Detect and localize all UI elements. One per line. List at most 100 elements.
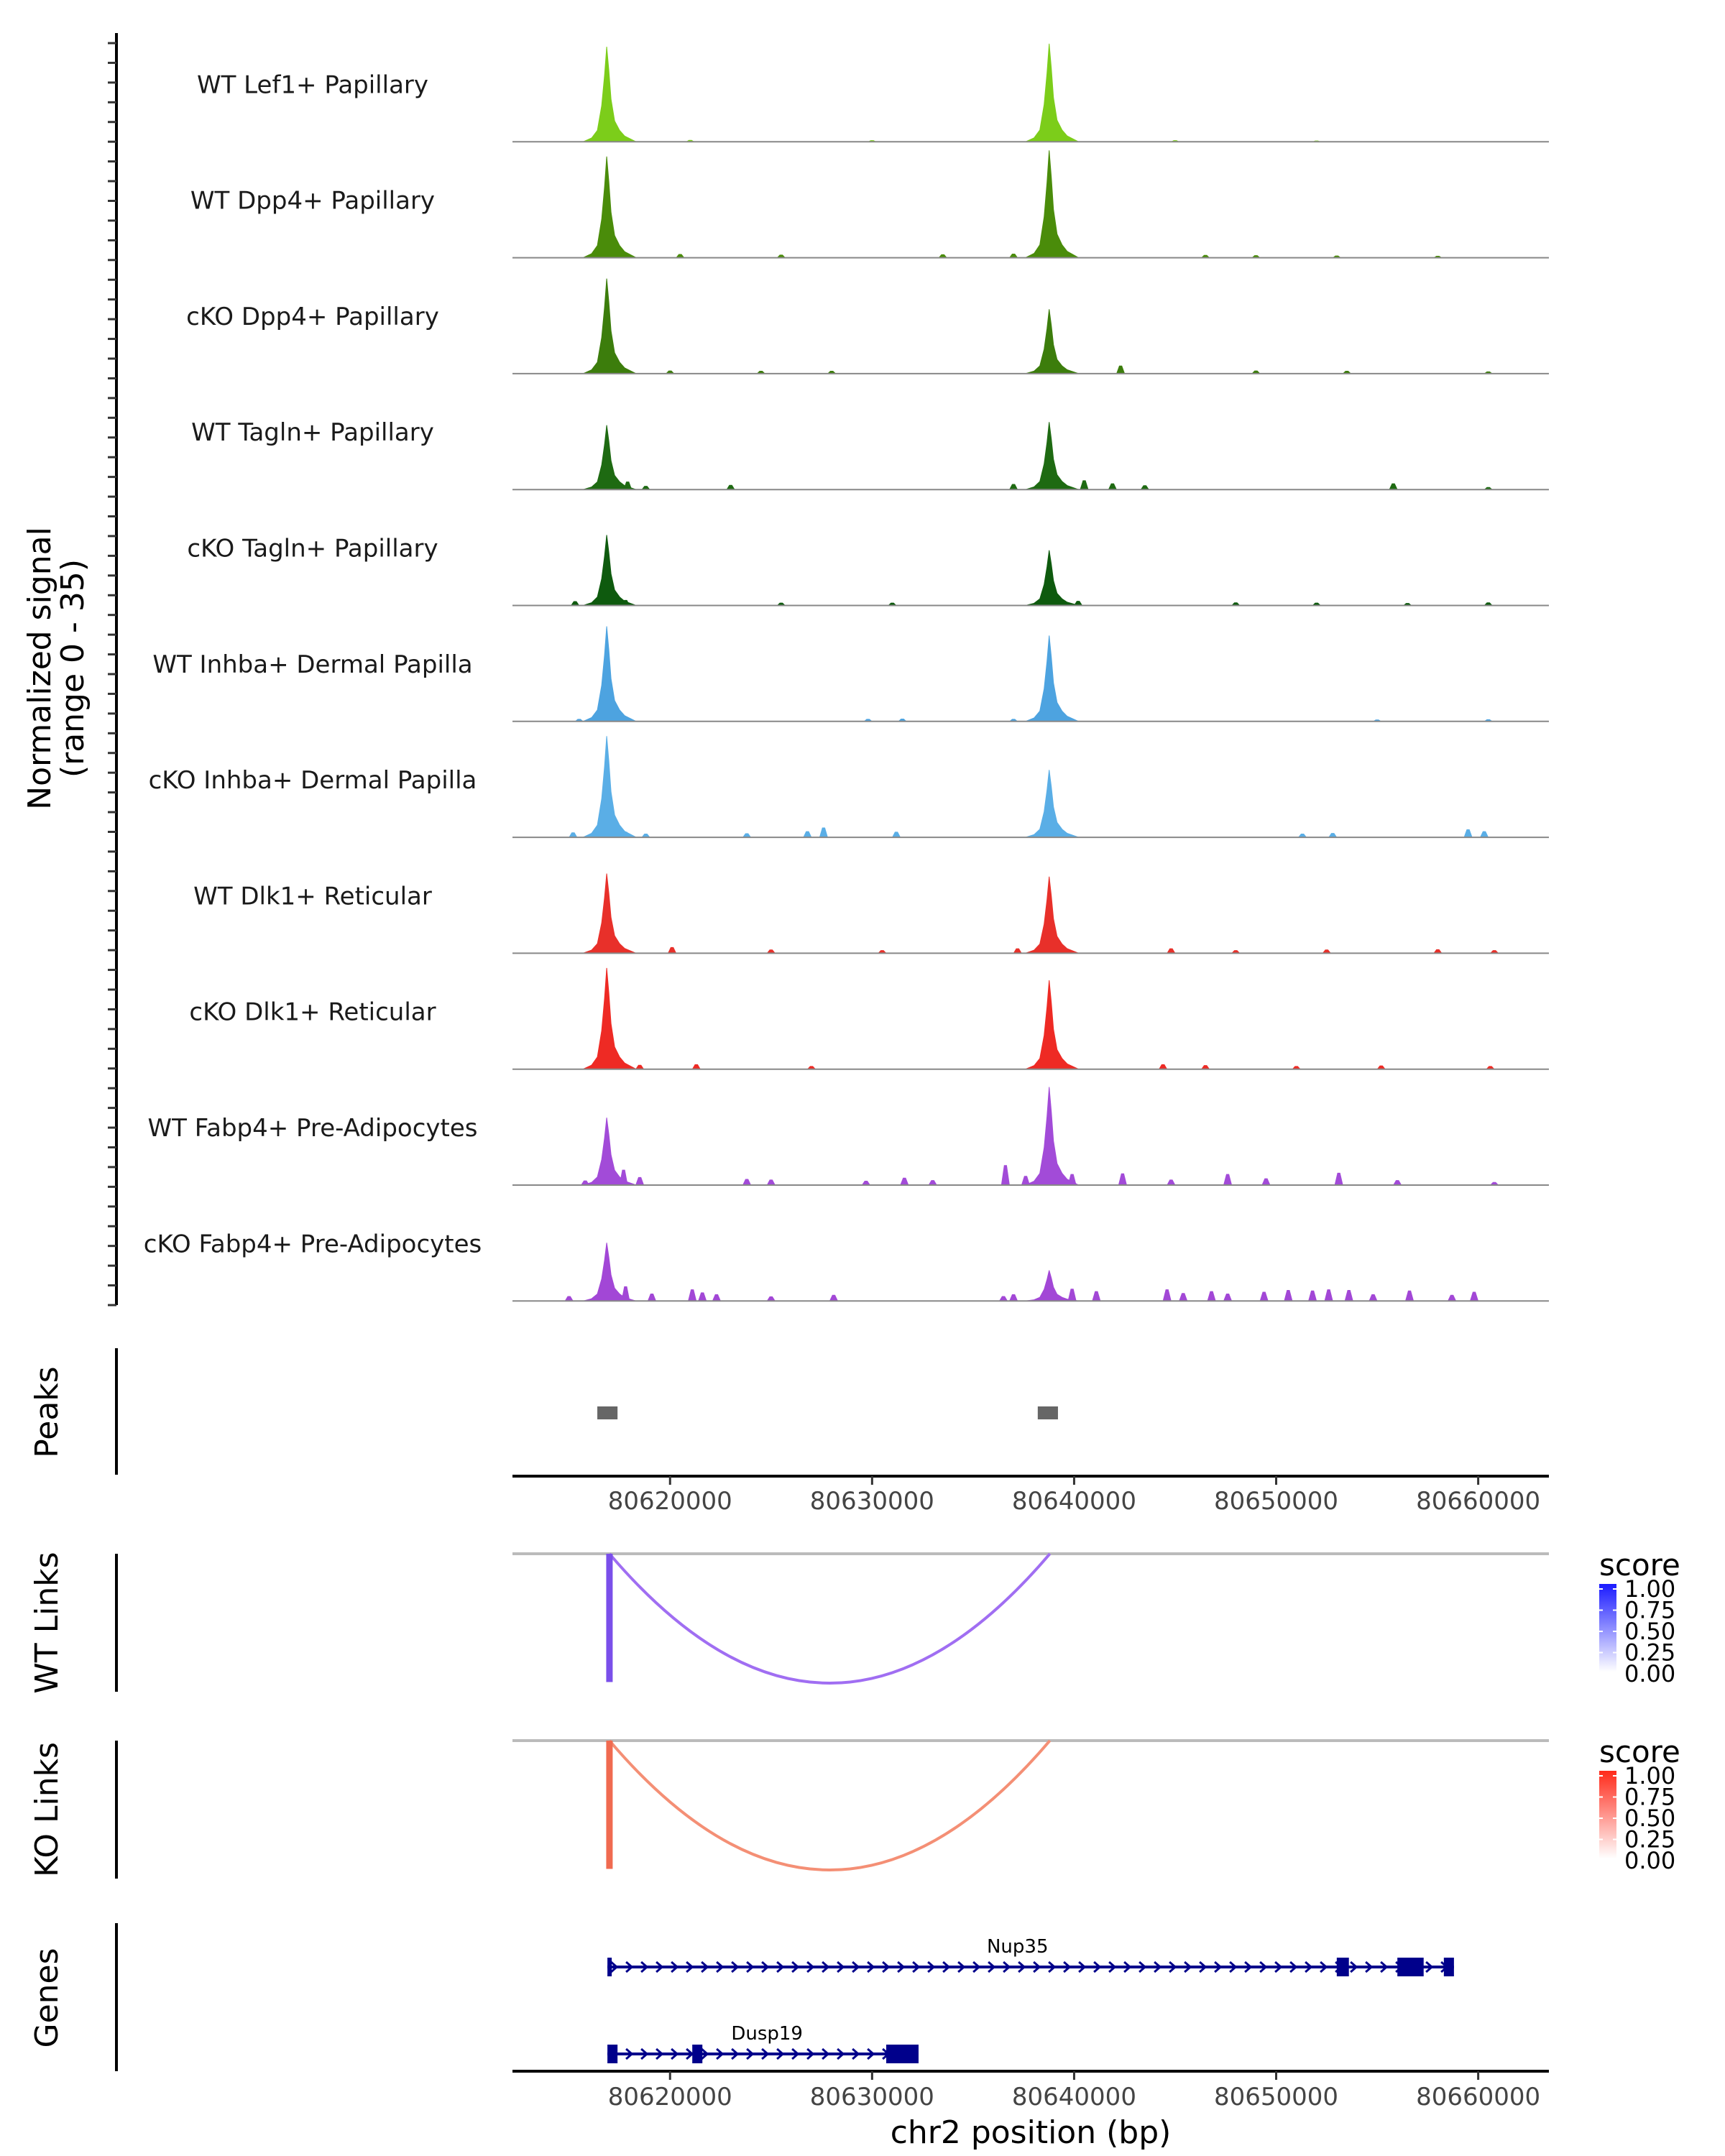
coverage-track: cKO Tagln+ Papillary [187, 535, 1549, 607]
signal-peak [1025, 422, 1079, 490]
legend-tick-label: 0.00 [1624, 1660, 1675, 1687]
signal-bump [688, 1289, 697, 1302]
link-arc [606, 1554, 613, 1682]
link-track-label: WT Links [29, 1552, 65, 1693]
signal-bump [1116, 365, 1126, 374]
gene-exon [692, 2045, 703, 2063]
strand-arrow [837, 1961, 845, 1973]
signal-bump [1201, 1065, 1210, 1069]
track-label: cKO Dlk1+ Reticular [189, 998, 436, 1027]
signal-peak [582, 278, 637, 374]
strand-arrow [1214, 1961, 1223, 1973]
signal-bump [742, 833, 752, 838]
strand-arrow [671, 2047, 679, 2060]
coverage-track: cKO Fabp4+ Pre-Adipocytes [144, 1230, 1549, 1302]
legend-tick-label: 0.75 [1624, 1597, 1675, 1624]
strand-arrow [1184, 1961, 1192, 1973]
signal-bump [571, 601, 580, 606]
signal-bump [999, 1296, 1008, 1302]
strand-arrow [791, 2047, 800, 2060]
strand-arrow [837, 2047, 845, 2060]
signal-peak [582, 425, 637, 490]
signal-peak [582, 535, 637, 606]
y-axis-title: Normalized signal(range 0 - 35) [22, 527, 91, 810]
peak-region [1037, 1406, 1058, 1419]
strand-arrow [656, 1961, 664, 1973]
strand-arrow [1078, 1961, 1087, 1973]
legend-tick-label: 0.50 [1624, 1805, 1675, 1832]
x-axis: 80620000 80630000 80640000 80650000 80660000 [512, 1475, 1549, 1516]
signal-bump [1009, 254, 1018, 258]
signal-bump [1284, 1289, 1293, 1302]
strand-arrow [671, 1961, 679, 1973]
link-arc [608, 1552, 1052, 1685]
gene-exon [1397, 1958, 1424, 1976]
strand-arrow [1229, 1961, 1238, 1973]
genes-x-tick-label: 80640000 [1012, 2083, 1136, 2111]
signal-bump [807, 1066, 816, 1069]
signal-bump [726, 484, 735, 490]
signal-bump [1376, 1065, 1386, 1069]
strand-arrow [882, 1961, 891, 1973]
genes-panel: Genes Nup35 Dusp19 80620000 80630000 80640000… [29, 1923, 1549, 2151]
signal-bump [641, 486, 650, 490]
coverage-track: WT Inhba+ Dermal Papilla [152, 626, 1549, 722]
strand-arrow [1350, 1961, 1358, 1973]
signal-bump [861, 1181, 870, 1185]
strand-arrow [701, 2047, 709, 2060]
genes-label: Genes [29, 1948, 65, 2047]
y-axis-title-line: Normalized signal [22, 527, 58, 810]
signal-bump [1231, 950, 1241, 954]
signal-bump [776, 254, 786, 258]
signal-bump [1162, 1289, 1172, 1302]
gene-exon [886, 2045, 919, 2063]
signal-bump [1207, 1291, 1216, 1302]
legend-tick-label: 0.50 [1624, 1618, 1675, 1645]
signal-peak [582, 626, 637, 722]
signal-bump [712, 1294, 721, 1302]
signal-bump [1231, 602, 1241, 606]
signal-bump [691, 1064, 701, 1069]
legend-tick-label: 0.75 [1624, 1784, 1675, 1811]
signal-peak [1025, 876, 1079, 954]
strand-arrow [912, 1961, 921, 1973]
track-label: cKO Fabp4+ Pre-Adipocytes [144, 1230, 482, 1258]
signal-bump [668, 946, 677, 954]
x-tick-label: 80660000 [1416, 1487, 1540, 1516]
signal-peak [582, 1118, 637, 1186]
signal-bump [1393, 1180, 1402, 1185]
strand-arrow [1138, 1961, 1147, 1973]
gene-exon [607, 2045, 618, 2063]
signal-bump [829, 1294, 838, 1302]
signal-bump [742, 1179, 752, 1185]
signal-bump [803, 831, 812, 838]
signal-bump [635, 1176, 645, 1185]
signal-bump [1469, 1291, 1478, 1302]
strand-arrow [776, 2047, 785, 2060]
signal-bump [1261, 1178, 1271, 1185]
x-tick-label: 80620000 [608, 1487, 732, 1516]
link-arc [608, 1739, 1052, 1871]
signal-bump [766, 1296, 776, 1302]
strand-arrow [776, 1961, 785, 1973]
strand-arrow [957, 1961, 966, 1973]
strand-arrow [761, 2047, 770, 2060]
peaks-panel: Peaks [29, 1348, 1058, 1475]
signal-bump [766, 1179, 776, 1185]
signal-bump [1167, 1179, 1176, 1185]
track-label: WT Inhba+ Dermal Papilla [152, 650, 472, 679]
signal-bump [1067, 1174, 1077, 1185]
signal-bump [1074, 601, 1083, 606]
signal-bump [1140, 485, 1149, 490]
legend-colorbar [1599, 1584, 1616, 1672]
strand-arrow [1380, 1961, 1389, 1973]
strand-arrow [746, 1961, 755, 1973]
signal-bump [1433, 949, 1443, 954]
strand-arrow [746, 2047, 755, 2060]
strand-arrow [1123, 1961, 1132, 1973]
gene-name: Dusp19 [731, 2023, 803, 2045]
signal-peak [582, 873, 637, 954]
strand-arrow [852, 2047, 860, 2060]
signal-bump [1308, 1290, 1317, 1302]
